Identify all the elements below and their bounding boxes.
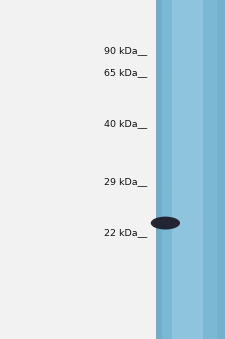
Text: 90 kDa__: 90 kDa__ <box>104 46 147 55</box>
Ellipse shape <box>157 220 170 224</box>
Bar <box>156 0 162 339</box>
Bar <box>172 0 203 339</box>
Text: 40 kDa__: 40 kDa__ <box>104 119 147 128</box>
Bar <box>156 0 225 339</box>
Ellipse shape <box>151 217 180 230</box>
Text: 22 kDa__: 22 kDa__ <box>104 228 147 237</box>
Text: 65 kDa__: 65 kDa__ <box>104 68 147 77</box>
Bar <box>217 0 225 339</box>
Text: 29 kDa__: 29 kDa__ <box>104 177 147 186</box>
